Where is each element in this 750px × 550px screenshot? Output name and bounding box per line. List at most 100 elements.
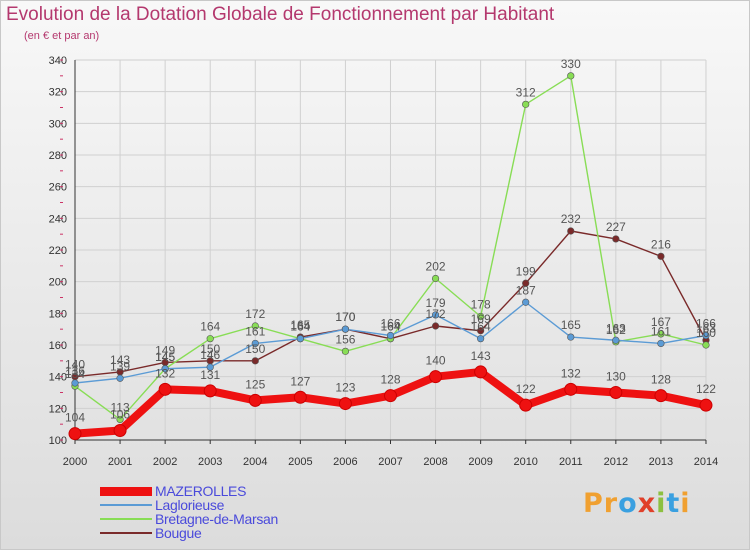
point-mazerolles <box>609 386 623 399</box>
data-label-mazerolles: 122 <box>696 382 716 396</box>
point-mazerolles <box>68 427 82 441</box>
point-mazerolles <box>203 384 217 398</box>
y-tick-label: 320 <box>49 87 67 99</box>
point-laglorieuse <box>71 379 79 387</box>
data-label-bretagne-de-marsan: 162 <box>606 323 626 337</box>
point-bretagne-de-marsan <box>477 312 485 321</box>
point-bretagne-de-marsan <box>116 415 124 424</box>
chart-title: Evolution de la Dotation Globale de Fonc… <box>6 4 555 25</box>
data-label-laglorieuse: 136 <box>65 364 85 378</box>
data-label-mazerolles: 130 <box>606 370 626 384</box>
point-bougue <box>612 235 620 243</box>
point-bougue <box>522 279 530 287</box>
data-label-bretagne-de-marsan: 113 <box>110 400 129 414</box>
data-label-bougue: 170 <box>335 310 355 324</box>
x-tick-label: 2011 <box>559 456 583 468</box>
data-label-bretagne-de-marsan: 202 <box>426 260 446 274</box>
y-tick-label: 220 <box>49 245 67 257</box>
data-label-bretagne-de-marsan: 164 <box>380 320 400 334</box>
x-tick-label: 2006 <box>333 456 357 468</box>
data-label-mazerolles: 131 <box>200 368 220 382</box>
data-label-mazerolles: 132 <box>561 366 581 380</box>
point-mazerolles <box>248 393 262 407</box>
point-laglorieuse <box>612 336 620 344</box>
data-label-bougue: 149 <box>155 343 175 357</box>
y-tick-label: 300 <box>49 118 67 130</box>
legend-swatch-bretagne-de-marsan <box>100 518 152 520</box>
point-bougue <box>251 357 259 365</box>
x-tick-label: 2012 <box>604 456 628 468</box>
point-laglorieuse <box>251 339 259 348</box>
x-tick-label: 2004 <box>243 456 267 468</box>
point-laglorieuse <box>116 374 124 382</box>
data-label-laglorieuse: 164 <box>471 320 491 334</box>
proxiti-logo: Proxiti <box>583 488 691 519</box>
point-laglorieuse <box>161 365 169 373</box>
data-label-bougue: 216 <box>651 237 671 251</box>
legend-swatch-bougue <box>100 532 152 534</box>
data-label-bretagne-de-marsan: 330 <box>561 57 581 71</box>
x-tick-label: 2013 <box>649 456 673 468</box>
y-tick-label: 260 <box>49 182 67 194</box>
data-label-mazerolles: 128 <box>380 373 400 387</box>
data-label-bougue: 163 <box>696 321 716 335</box>
point-mazerolles <box>293 390 307 404</box>
logo-letter: x <box>637 488 657 519</box>
data-label-bretagne-de-marsan: 160 <box>696 326 716 340</box>
logo-letter: i <box>680 488 691 519</box>
data-label-bretagne-de-marsan: 167 <box>651 315 671 329</box>
x-tick-label: 2005 <box>288 456 312 468</box>
y-tick-label: 200 <box>49 277 67 289</box>
y-tick-label: 120 <box>49 403 67 415</box>
data-label-mazerolles: 127 <box>290 374 310 388</box>
data-label-bougue: 165 <box>290 318 310 332</box>
legend-swatch-laglorieuse <box>100 504 152 506</box>
point-laglorieuse <box>431 311 440 319</box>
x-tick-label: 2008 <box>423 456 447 468</box>
data-label-laglorieuse: 163 <box>606 321 626 335</box>
point-mazerolles <box>338 397 352 411</box>
point-laglorieuse <box>567 333 575 341</box>
data-label-mazerolles: 106 <box>110 408 130 422</box>
point-mazerolles <box>654 389 668 403</box>
logo-letter: i <box>656 488 667 519</box>
data-label-bretagne-de-marsan: 164 <box>200 320 220 334</box>
y-tick-label: 160 <box>49 340 67 352</box>
point-mazerolles <box>564 382 578 396</box>
axes: 100 120 140 160 180 200 220 240 260 280 300 320 340 2… <box>49 55 719 468</box>
chart-subtitle: (en € et par an) <box>24 30 100 42</box>
logo-letter: r <box>603 488 619 519</box>
data-label-laglorieuse: 164 <box>290 320 310 334</box>
y-tick-label: 100 <box>49 435 67 447</box>
y-tick-label: 140 <box>49 372 67 384</box>
data-label-mazerolles: 140 <box>426 354 446 368</box>
data-label-bougue: 150 <box>245 342 265 356</box>
data-label-laglorieuse: 161 <box>245 324 265 338</box>
data-label-laglorieuse: 187 <box>516 283 536 297</box>
point-mazerolles <box>474 365 488 379</box>
point-bougue <box>477 327 485 335</box>
point-laglorieuse <box>522 298 530 306</box>
legend-label-mazerolles: MAZEROLLES <box>155 483 247 499</box>
point-mazerolles <box>519 398 533 412</box>
point-laglorieuse <box>657 339 665 348</box>
point-bretagne-de-marsan <box>702 341 710 349</box>
point-laglorieuse <box>296 335 304 343</box>
point-mazerolles <box>383 389 397 403</box>
x-tick-label: 2000 <box>63 456 87 468</box>
y-tick-label: 280 <box>49 150 67 162</box>
data-label-bretagne-de-marsan: 145 <box>155 350 175 364</box>
data-label-laglorieuse: 145 <box>155 350 175 364</box>
data-label-laglorieuse: 166 <box>380 317 400 331</box>
x-tick-label: 2009 <box>468 456 492 468</box>
point-mazerolles <box>429 370 443 384</box>
point-bretagne-de-marsan <box>206 335 214 343</box>
data-label-laglorieuse: 170 <box>335 310 355 324</box>
data-label-bougue: 169 <box>471 312 491 326</box>
data-label-mazerolles: 104 <box>65 411 85 425</box>
point-bougue <box>567 227 575 235</box>
point-mazerolles <box>158 382 172 396</box>
x-tick-label: 2003 <box>198 456 222 468</box>
grid <box>74 59 707 441</box>
